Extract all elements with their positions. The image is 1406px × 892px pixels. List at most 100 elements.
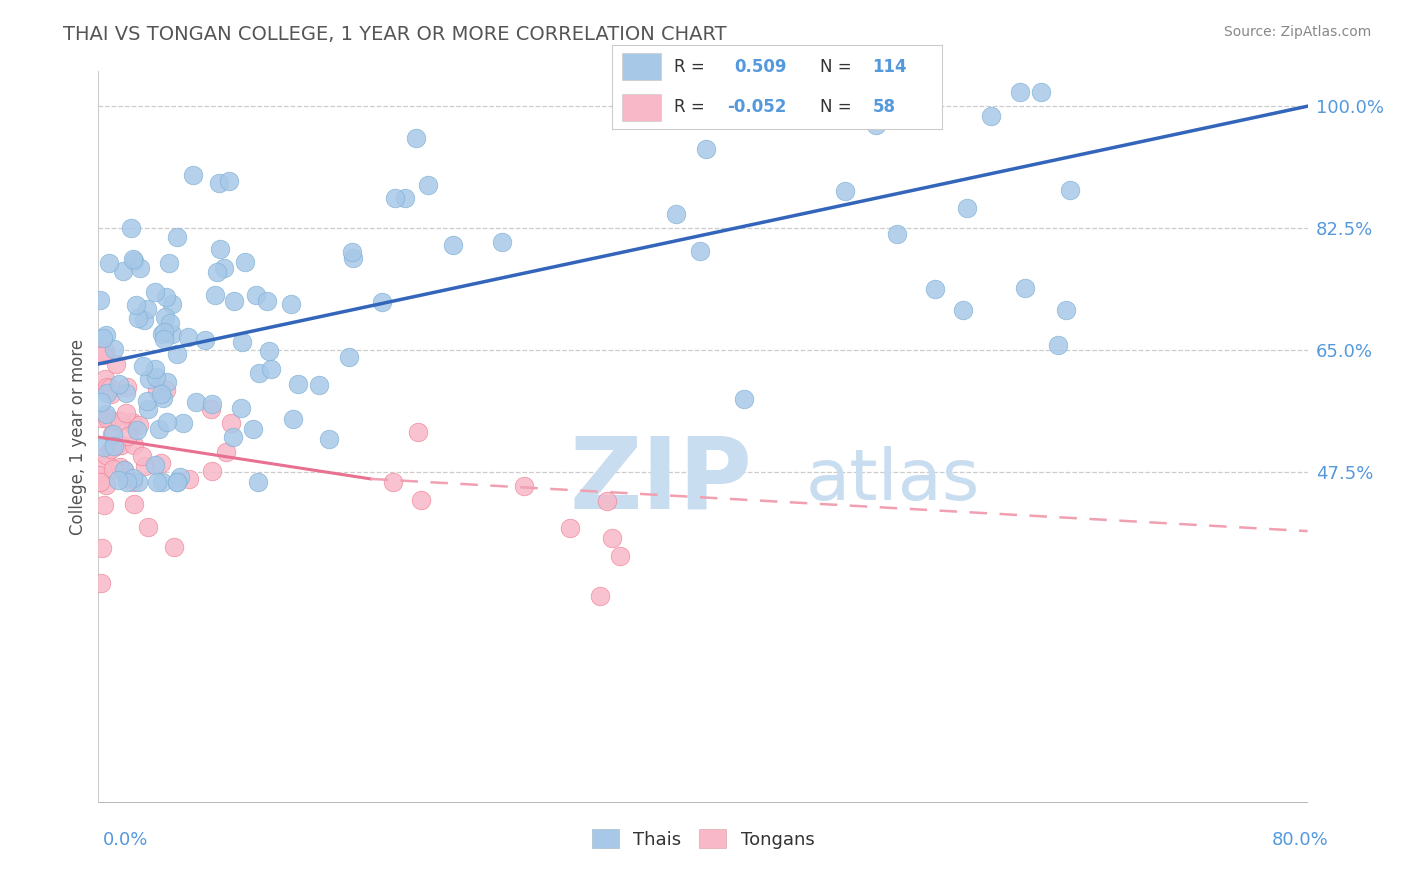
Point [160, 327, 183, 342]
Point [1014, 281, 1036, 295]
Point [207, 265, 229, 279]
Point [150, 387, 173, 401]
Point [231, 401, 253, 415]
Point [513, 479, 536, 493]
Text: 114: 114 [873, 58, 907, 76]
Point [441, 238, 464, 252]
Point [695, 142, 717, 156]
Text: Source: ZipAtlas.com: Source: ZipAtlas.com [1223, 25, 1371, 39]
Point [222, 430, 245, 444]
Point [596, 493, 619, 508]
Point [152, 391, 174, 405]
Point [166, 230, 188, 244]
Text: N =: N = [820, 98, 852, 116]
Bar [621, 54, 661, 80]
Point [665, 206, 688, 220]
Point [183, 168, 205, 182]
Point [143, 458, 166, 472]
Point [136, 402, 159, 417]
Point [108, 377, 131, 392]
Point [394, 191, 416, 205]
Point [94, 449, 117, 463]
Point [153, 310, 176, 324]
Point [112, 463, 135, 477]
Point [1059, 183, 1081, 197]
Point [208, 242, 231, 256]
Point [166, 475, 188, 490]
Point [90, 411, 112, 425]
Point [94, 457, 117, 471]
Point [156, 416, 179, 430]
Point [160, 297, 183, 311]
Point [172, 416, 194, 430]
Point [416, 178, 439, 192]
Point [128, 418, 150, 433]
Point [201, 397, 224, 411]
Point [110, 437, 132, 451]
Point [149, 456, 172, 470]
Point [287, 377, 309, 392]
Point [152, 333, 174, 347]
Point [204, 287, 226, 301]
Point [91, 331, 114, 345]
Point [233, 255, 256, 269]
Point [956, 201, 979, 215]
Point [101, 414, 124, 428]
Point [145, 383, 167, 397]
Point [89, 293, 111, 308]
Point [94, 372, 117, 386]
Point [156, 375, 179, 389]
Point [124, 253, 146, 268]
Point [111, 264, 134, 278]
Text: atlas: atlas [806, 447, 980, 516]
Point [163, 540, 186, 554]
Point [150, 475, 173, 490]
Point [201, 464, 224, 478]
Point [117, 429, 139, 443]
Point [342, 252, 364, 266]
Point [318, 432, 340, 446]
Point [89, 475, 111, 490]
Point [145, 370, 167, 384]
Point [112, 463, 135, 477]
Y-axis label: College, 1 year or more: College, 1 year or more [69, 339, 87, 535]
Point [1047, 338, 1070, 352]
Point [101, 427, 124, 442]
Point [89, 344, 111, 359]
Point [150, 326, 173, 341]
Point [157, 255, 180, 269]
Point [952, 303, 974, 318]
Point [134, 313, 156, 327]
Point [406, 425, 429, 440]
Point [177, 330, 200, 344]
Point [733, 392, 755, 407]
Point [224, 293, 246, 308]
Bar [621, 94, 661, 120]
Point [214, 261, 236, 276]
Point [609, 549, 631, 564]
Point [122, 437, 145, 451]
Point [127, 475, 149, 490]
Text: THAI VS TONGAN COLLEGE, 1 YEAR OR MORE CORRELATION CHART: THAI VS TONGAN COLLEGE, 1 YEAR OR MORE C… [63, 25, 727, 44]
Point [121, 252, 143, 266]
Point [96, 379, 118, 393]
Point [405, 131, 427, 145]
Point [122, 497, 145, 511]
Point [865, 118, 887, 132]
Point [90, 395, 112, 409]
Point [103, 427, 125, 442]
Point [283, 412, 305, 426]
Point [256, 293, 278, 308]
Point [93, 440, 115, 454]
Point [184, 395, 207, 409]
Point [179, 472, 201, 486]
Point [382, 475, 405, 489]
Point [104, 357, 127, 371]
Legend: Thais, Tongans: Thais, Tongans [585, 822, 821, 856]
Text: 80.0%: 80.0% [1272, 831, 1329, 849]
Point [121, 415, 143, 429]
Point [122, 417, 145, 432]
Point [834, 185, 856, 199]
Point [148, 422, 170, 436]
Point [101, 462, 124, 476]
